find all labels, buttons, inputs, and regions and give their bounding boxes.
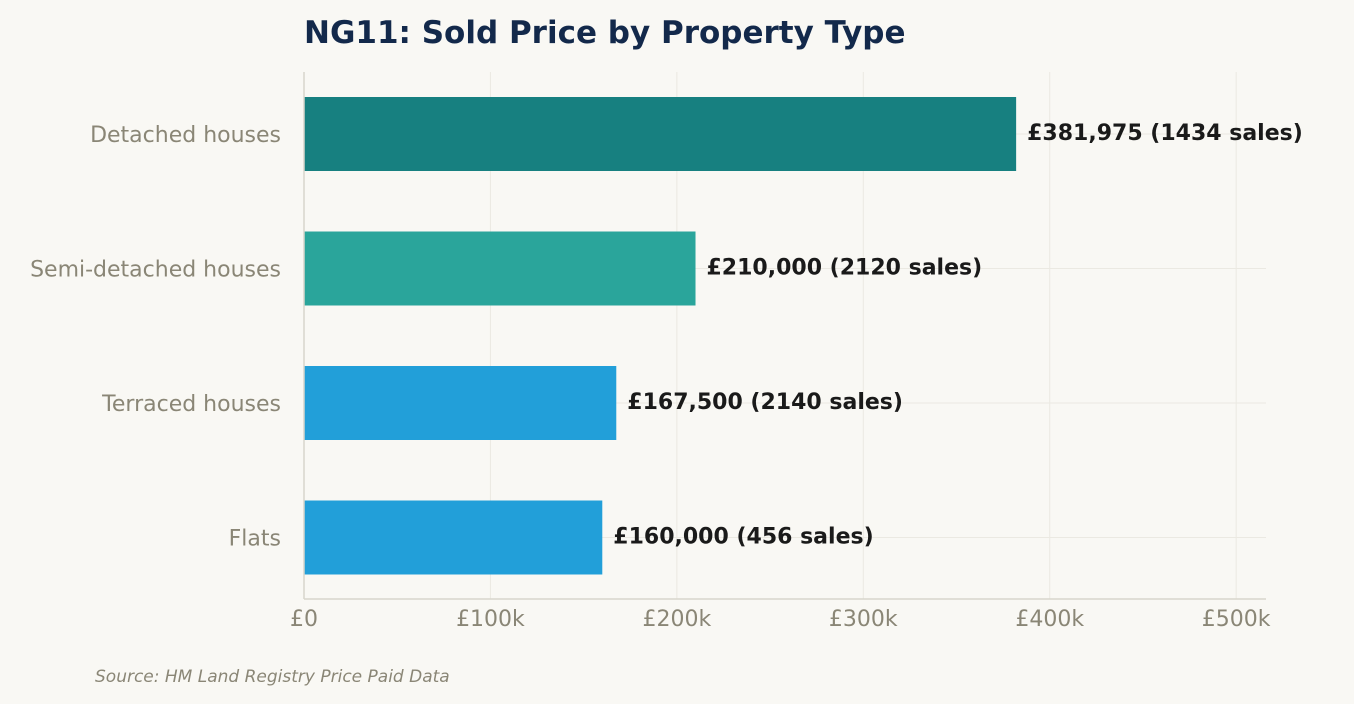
x-tick-label: £0 bbox=[290, 607, 318, 632]
chart-title: NG11: Sold Price by Property Type bbox=[304, 15, 906, 51]
x-tick-label: £300k bbox=[829, 607, 898, 632]
x-tick-label: £500k bbox=[1202, 607, 1271, 632]
category-label: Detached houses bbox=[90, 123, 281, 148]
data-label: £167,500 (2140 sales) bbox=[627, 390, 903, 415]
data-label: £381,975 (1434 sales) bbox=[1027, 121, 1303, 146]
category-label: Flats bbox=[229, 527, 281, 552]
bar bbox=[304, 231, 696, 306]
bars bbox=[304, 97, 1017, 575]
bar bbox=[304, 366, 617, 440]
bar bbox=[304, 97, 1017, 171]
data-label: £210,000 (2120 sales) bbox=[707, 256, 983, 281]
x-tick-label: £400k bbox=[1015, 607, 1084, 632]
x-tick-label: £200k bbox=[643, 607, 712, 632]
category-label: Terraced houses bbox=[101, 392, 281, 417]
category-label: Semi-detached houses bbox=[30, 258, 281, 283]
source-note: Source: HM Land Registry Price Paid Data bbox=[95, 667, 450, 687]
data-label: £160,000 (456 sales) bbox=[613, 525, 873, 550]
data-labels: £381,975 (1434 sales) £210,000 (2120 sale… bbox=[613, 121, 1303, 550]
category-labels: Detached houses Semi-detached houses Terra… bbox=[30, 123, 281, 552]
bar bbox=[304, 500, 603, 575]
x-tick-label: £100k bbox=[456, 607, 525, 632]
axes bbox=[303, 72, 1266, 600]
x-tick-labels: £0 £100k £200k £300k £400k £500k bbox=[290, 607, 1271, 632]
